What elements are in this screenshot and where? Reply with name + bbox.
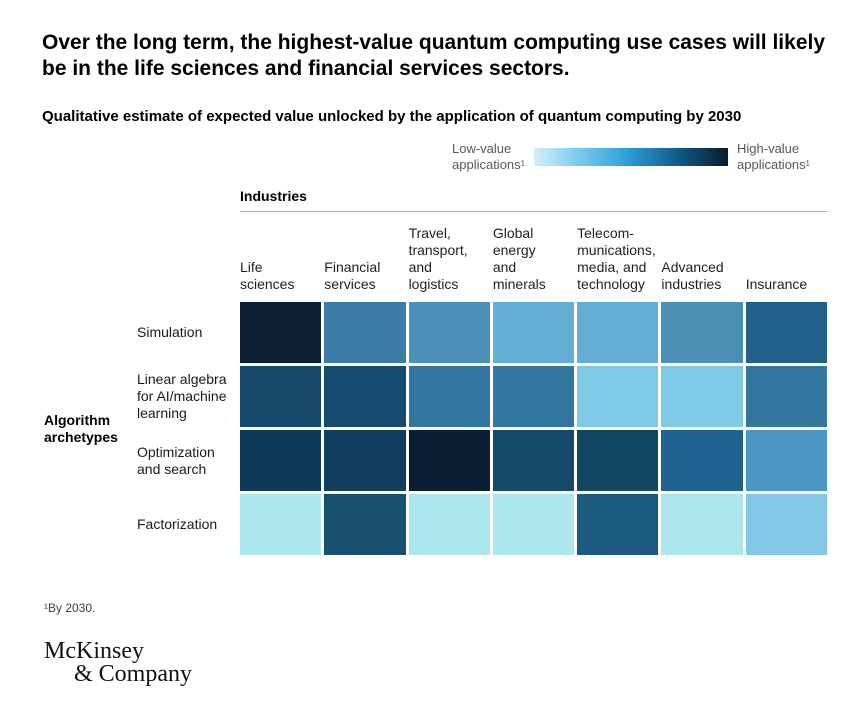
heatmap-cell-r1-c5 bbox=[577, 302, 659, 363]
heatmap-cell-r3-c5 bbox=[577, 430, 659, 491]
algorithm-archetypes-group-label: Algorithm archetypes bbox=[44, 412, 118, 445]
heatmap-cell-r1-c2 bbox=[324, 302, 406, 363]
chart-subtitle: Qualitative estimate of expected value u… bbox=[42, 108, 742, 125]
column-headers: Life sciences Financial services Travel, t… bbox=[240, 212, 827, 302]
heatmap-cell-r4-c5 bbox=[577, 494, 659, 555]
row-label-1: Simulation bbox=[137, 302, 237, 363]
row-label-3: Optimization and search bbox=[137, 430, 237, 491]
heatmap-cell-r3-c7 bbox=[745, 430, 827, 491]
legend-low-label: Low-value applications¹ bbox=[452, 141, 525, 172]
column-header-6: Advanced industries bbox=[661, 259, 724, 292]
industries-group-label: Industries bbox=[240, 188, 827, 212]
heatmap-cell-r4-c1 bbox=[240, 494, 322, 555]
column-header-7: Insurance bbox=[745, 276, 808, 292]
column-header-3: Travel, transport, and logistics bbox=[408, 225, 468, 292]
heatmap-cell-r2-c1 bbox=[240, 366, 322, 427]
heatmap-cell-r3-c1 bbox=[240, 430, 322, 491]
column-header-2: Financial services bbox=[324, 259, 381, 292]
mckinsey-logo: McKinsey & Company bbox=[44, 638, 192, 687]
heatmap-cell-r1-c6 bbox=[661, 302, 743, 363]
color-scale-legend: Low-value applications¹ High-value appli… bbox=[452, 141, 810, 173]
legend-high-label: High-value applications¹ bbox=[737, 141, 810, 172]
heatmap-cell-r4-c3 bbox=[408, 494, 490, 555]
heatmap-cell-r2-c6 bbox=[661, 366, 743, 427]
heatmap-cell-r2-c7 bbox=[745, 366, 827, 427]
logo-line-1: McKinsey bbox=[44, 638, 144, 664]
column-header-5: Telecom- munications, media, and technol… bbox=[577, 225, 656, 292]
heatmap-cell-r3-c2 bbox=[324, 430, 406, 491]
heatmap-cell-r3-c6 bbox=[661, 430, 743, 491]
column-header-1: Life sciences bbox=[240, 259, 295, 292]
heatmap-cell-r2-c4 bbox=[492, 366, 575, 427]
column-header-4: Global energy and minerals bbox=[492, 225, 546, 292]
heatmap-chart: Industries Life sciences Financial servic… bbox=[137, 188, 827, 555]
color-gradient-bar bbox=[534, 148, 728, 166]
row-label-2: Linear algebra for AI/machine learning bbox=[137, 366, 237, 427]
heatmap-cell-r4-c4 bbox=[492, 494, 575, 555]
heatmap-cell-r4-c6 bbox=[661, 494, 743, 555]
heatmap-grid: Simulation Linear algebra for AI/machine … bbox=[137, 302, 827, 555]
heatmap-cell-r1-c4 bbox=[492, 302, 575, 363]
heatmap-cell-r4-c7 bbox=[745, 494, 827, 555]
heatmap-cell-r3-c4 bbox=[492, 430, 575, 491]
heatmap-cell-r2-c2 bbox=[324, 366, 406, 427]
heatmap-cell-r3-c3 bbox=[408, 430, 490, 491]
footnote: ¹By 2030. bbox=[44, 601, 96, 615]
heatmap-cell-r4-c2 bbox=[324, 494, 406, 555]
logo-line-2: & Company bbox=[74, 661, 192, 687]
heatmap-cell-r1-c1 bbox=[240, 302, 322, 363]
row-label-4: Factorization bbox=[137, 494, 237, 555]
page-title: Over the long term, the highest-value qu… bbox=[42, 31, 826, 80]
heatmap-cell-r1-c7 bbox=[745, 302, 827, 363]
heatmap-cell-r1-c3 bbox=[408, 302, 490, 363]
heatmap-cell-r2-c5 bbox=[577, 366, 659, 427]
heatmap-cell-r2-c3 bbox=[408, 366, 490, 427]
